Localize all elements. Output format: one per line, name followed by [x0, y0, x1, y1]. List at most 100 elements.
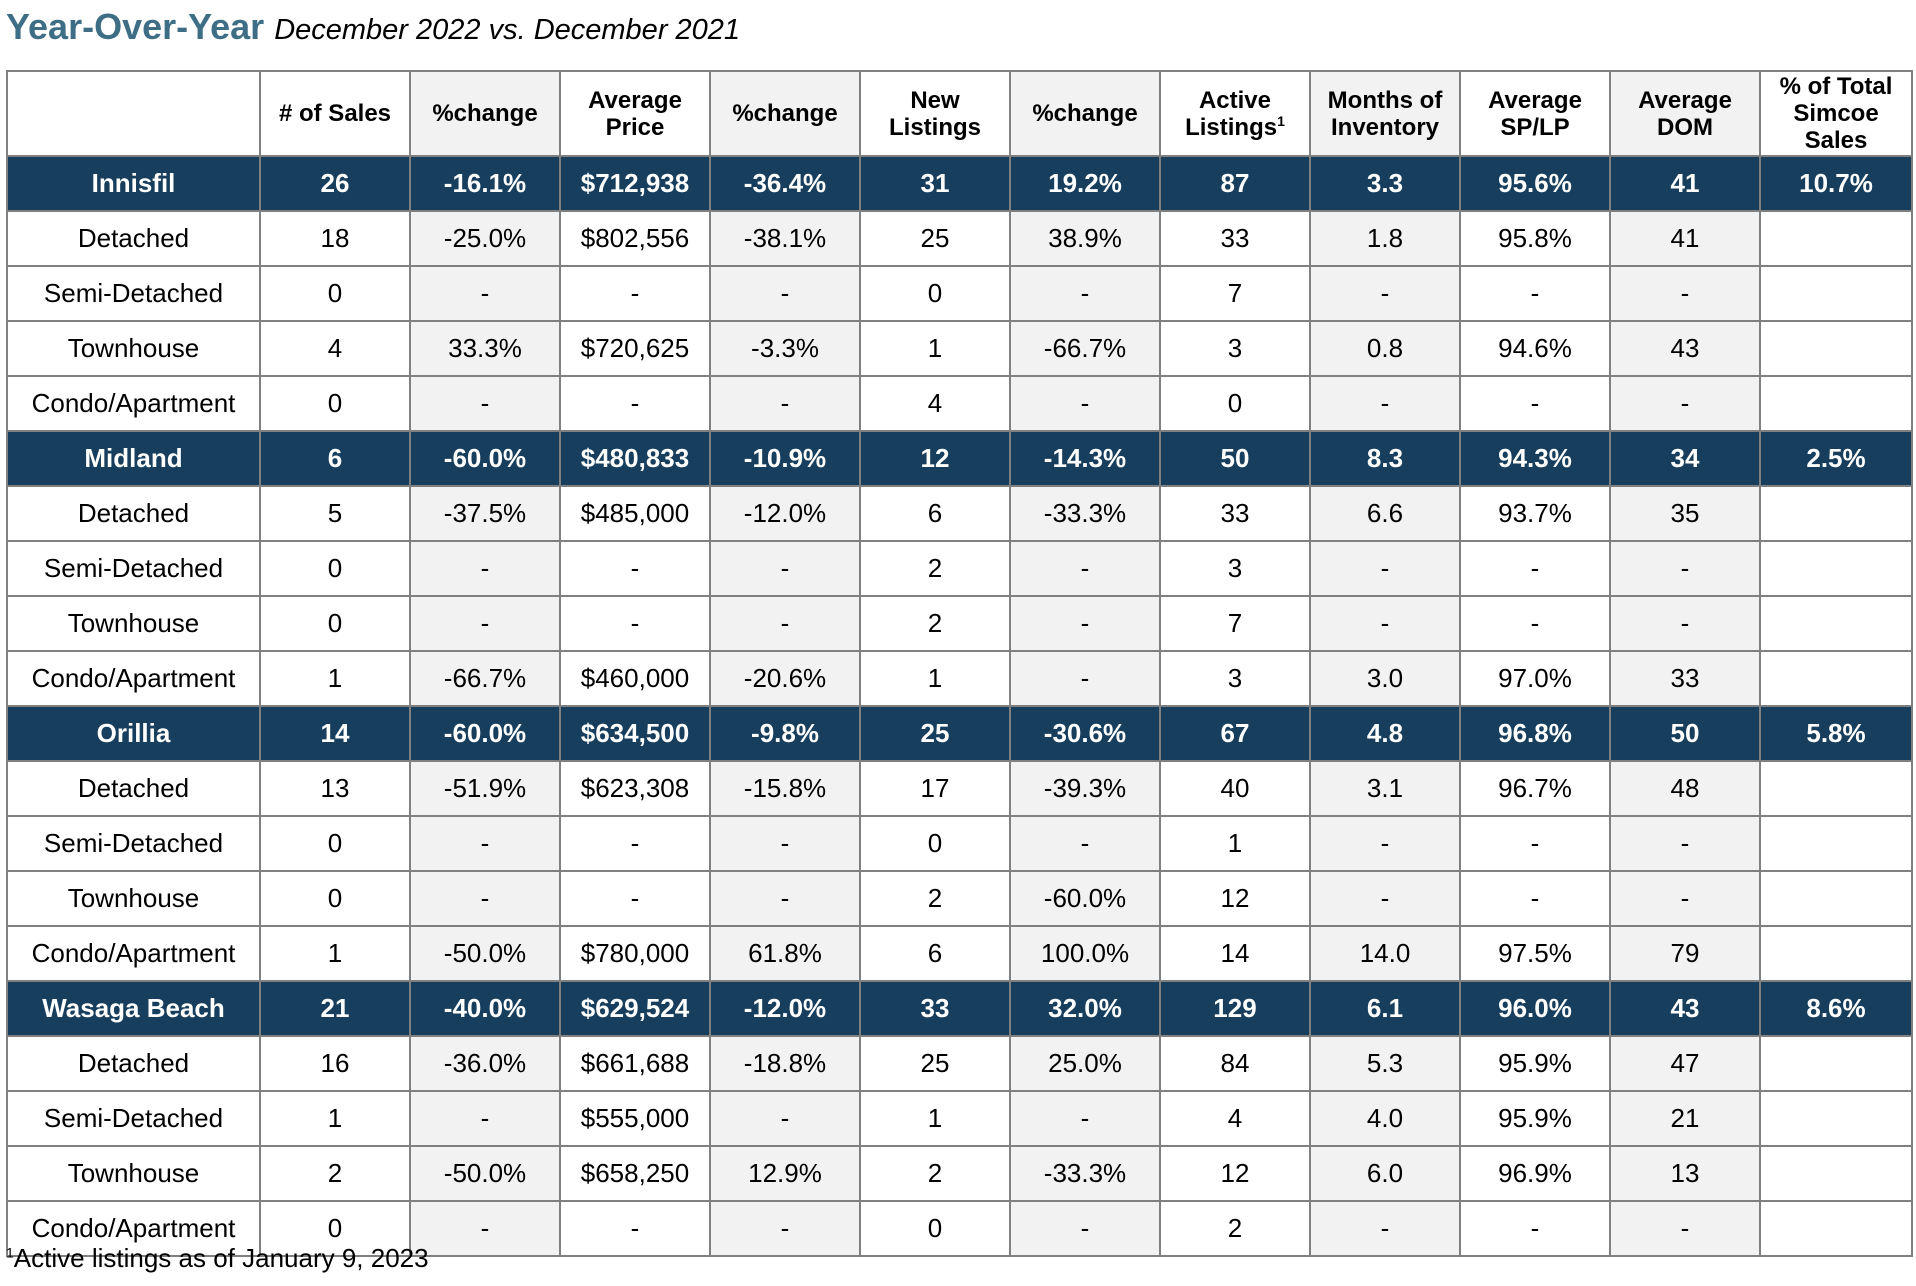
table-cell: -	[1459, 265, 1611, 322]
table-cell: -	[1009, 265, 1161, 322]
table-cell: 87	[1159, 155, 1311, 212]
table-cell	[1759, 375, 1913, 432]
table-cell: -	[1459, 870, 1611, 927]
table-cell: -14.3%	[1009, 430, 1161, 487]
table-cell: 35	[1609, 485, 1761, 542]
region-name-cell: Innisfil	[6, 155, 261, 212]
table-cell: 6	[859, 485, 1011, 542]
table-cell: 12	[1159, 1145, 1311, 1202]
table-cell: 1	[1159, 815, 1311, 872]
table-cell: 6.0	[1309, 1145, 1461, 1202]
table-cell: 33	[1159, 210, 1311, 267]
property-type-cell: Detached	[6, 210, 261, 267]
table-cell: 4.8	[1309, 705, 1461, 762]
table-cell: -12.0%	[709, 980, 861, 1037]
table-cell: 67	[1159, 705, 1311, 762]
table-cell: -	[1309, 265, 1461, 322]
table-cell: 12.9%	[709, 1145, 861, 1202]
table-cell	[1759, 265, 1913, 322]
table-cell: -33.3%	[1009, 1145, 1161, 1202]
table-cell	[1759, 815, 1913, 872]
table-cell: 31	[859, 155, 1011, 212]
table-cell: 6.1	[1309, 980, 1461, 1037]
table-cell: -	[1609, 265, 1761, 322]
table-cell: -	[409, 540, 561, 597]
table-cell: $780,000	[559, 925, 711, 982]
property-type-cell: Semi-Detached	[6, 1090, 261, 1147]
table-cell: -	[1009, 595, 1161, 652]
table-cell: 43	[1609, 320, 1761, 377]
column-header-label: Average DOM	[1638, 86, 1732, 141]
table-cell: -3.3%	[709, 320, 861, 377]
table-cell: -	[559, 265, 711, 322]
table-cell	[1759, 870, 1913, 927]
table-cell: 33	[1159, 485, 1311, 542]
report-title: Year-Over-Year December 2022 vs. Decembe…	[6, 2, 740, 62]
table-cell: 50	[1159, 430, 1311, 487]
table-cell: -	[559, 815, 711, 872]
column-header: %change	[1009, 70, 1161, 157]
table-cell: -	[559, 595, 711, 652]
table-cell: -	[1009, 1200, 1161, 1257]
table-cell: 2.5%	[1759, 430, 1913, 487]
table-cell	[1759, 320, 1913, 377]
footnote: 1Active listings as of January 9, 2023	[6, 1243, 429, 1274]
footnote-marker: 1	[6, 1244, 14, 1261]
title-subtitle: December 2022 vs. December 2021	[274, 14, 741, 46]
table-cell: 14	[1159, 925, 1311, 982]
table-cell: 1	[859, 320, 1011, 377]
table-cell: 5	[259, 485, 411, 542]
table-cell: -	[1009, 650, 1161, 707]
table-cell: -15.8%	[709, 760, 861, 817]
table-cell: -	[409, 815, 561, 872]
table-cell: 96.9%	[1459, 1145, 1611, 1202]
table-cell: 2	[859, 540, 1011, 597]
table-cell: 50	[1609, 705, 1761, 762]
table-cell: -	[709, 815, 861, 872]
table-cell: 10.7%	[1759, 155, 1913, 212]
table-cell: 48	[1609, 760, 1761, 817]
table-cell	[1759, 1035, 1913, 1092]
column-header: Active Listings1	[1159, 70, 1311, 157]
column-header: New Listings	[859, 70, 1011, 157]
table-cell: 41	[1609, 210, 1761, 267]
region-name-cell: Orillia	[6, 705, 261, 762]
table-cell: -60.0%	[409, 705, 561, 762]
table-cell: -	[409, 265, 561, 322]
table-cell: -12.0%	[709, 485, 861, 542]
property-type-cell: Semi-Detached	[6, 540, 261, 597]
property-type-cell: Detached	[6, 760, 261, 817]
table-body: Innisfil 26 -16.1% $712,938 -36.4% 31 19.2% 87 3…	[6, 155, 1913, 1257]
table-cell: 25.0%	[1009, 1035, 1161, 1092]
table-cell: 38.9%	[1009, 210, 1161, 267]
table-cell: -36.0%	[409, 1035, 561, 1092]
table-cell: -	[1609, 815, 1761, 872]
table-cell: 97.0%	[1459, 650, 1611, 707]
header-cell-blank	[6, 70, 261, 157]
table-cell: 14.0	[1309, 925, 1461, 982]
table-cell: -	[1609, 1200, 1761, 1257]
column-header: Average Price	[559, 70, 711, 157]
region-row: Wasaga Beach 21 -40.0% $629,524 -12.0% 33 32.0…	[6, 980, 1913, 1037]
table-cell: -	[1459, 1200, 1611, 1257]
table-cell: -30.6%	[1009, 705, 1161, 762]
table-cell: 12	[859, 430, 1011, 487]
table-cell: -	[1009, 815, 1161, 872]
table-cell: 34	[1609, 430, 1761, 487]
table-cell: -40.0%	[409, 980, 561, 1037]
table-cell: 3	[1159, 320, 1311, 377]
column-header-label: %change	[732, 100, 838, 127]
table-cell: 13	[1609, 1145, 1761, 1202]
table-cell: 0	[859, 815, 1011, 872]
table-cell	[1759, 1090, 1913, 1147]
property-type-cell: Condo/Apartment	[6, 650, 261, 707]
column-header-footnote-marker: 1	[1277, 112, 1285, 129]
table-cell: 0	[259, 265, 411, 322]
table-cell: -	[709, 595, 861, 652]
table-cell: $661,688	[559, 1035, 711, 1092]
table-cell: 0	[259, 815, 411, 872]
table-cell: -10.9%	[709, 430, 861, 487]
table-cell: 6	[259, 430, 411, 487]
region-name-cell: Wasaga Beach	[6, 980, 261, 1037]
table-cell: 32.0%	[1009, 980, 1161, 1037]
